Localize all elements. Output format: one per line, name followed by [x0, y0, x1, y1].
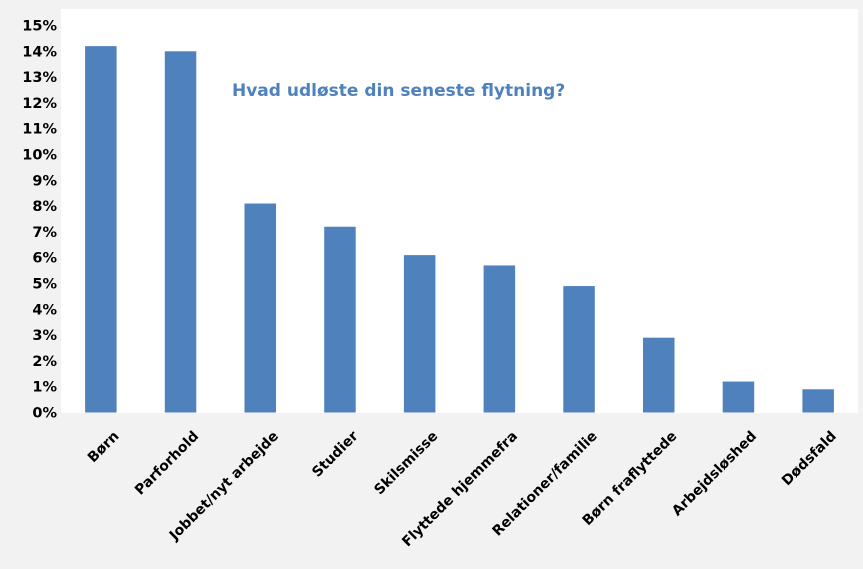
y-tick-label: 13% — [22, 70, 57, 86]
y-tick-label: 15% — [22, 19, 57, 35]
y-tick-label: 6% — [32, 251, 57, 267]
y-tick-label: 14% — [22, 44, 57, 60]
y-tick-label: 5% — [32, 277, 57, 293]
y-tick-label: 1% — [32, 380, 57, 396]
y-tick-label: 7% — [32, 225, 57, 241]
y-axis-ticks: 0% 1% 2% 3% 4% 5% 6% 7% 8% 9% 10% 11% 12% 13% 14% 15% — [22, 19, 57, 422]
y-tick-label: 4% — [32, 302, 57, 318]
bar-7 — [563, 286, 595, 413]
bar-1 — [85, 46, 117, 413]
y-tick-label: 8% — [32, 199, 57, 215]
bars-group — [85, 46, 834, 413]
y-tick-label: 9% — [32, 173, 57, 189]
y-tick-label: 2% — [32, 354, 57, 370]
bar-9 — [722, 381, 755, 413]
y-tick-label: 3% — [32, 328, 57, 344]
y-tick-label: 12% — [22, 96, 57, 112]
y-tick-label: 10% — [22, 148, 57, 164]
bar-4 — [324, 226, 356, 413]
bar-2 — [164, 51, 197, 413]
bar-6 — [483, 265, 516, 413]
bar-3 — [244, 203, 276, 413]
chart-title: Hvad udløste din seneste flytning? — [232, 81, 565, 101]
y-tick-label: 0% — [32, 406, 57, 422]
bar-5 — [403, 255, 436, 413]
bar-8 — [643, 337, 675, 413]
y-tick-label: 11% — [22, 122, 57, 138]
bar-10 — [802, 389, 834, 413]
